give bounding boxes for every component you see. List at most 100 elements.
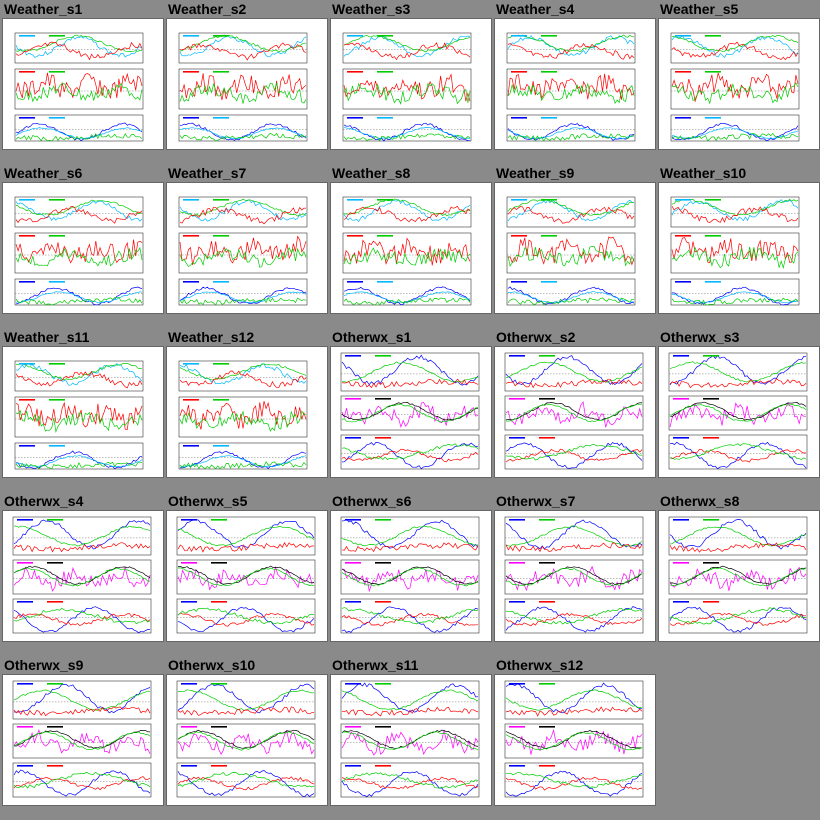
thumbnail-tile[interactable]: Otherwx_s1 (330, 328, 492, 478)
thumbnail-image[interactable] (494, 674, 656, 806)
thumbnail-image[interactable] (166, 346, 328, 478)
thumbnail-tile[interactable]: Weather_s6 (2, 164, 164, 314)
thumbnail-tile[interactable]: Weather_s3 (330, 0, 492, 150)
thumbnail-tile[interactable]: Weather_s7 (166, 164, 328, 314)
thumbnail-tile[interactable]: Weather_s8 (330, 164, 492, 314)
thumbnail-image[interactable] (494, 346, 656, 478)
legend-swatch (703, 355, 719, 357)
thumbnail-tile[interactable]: Weather_s10 (658, 164, 820, 314)
legend-swatch (375, 726, 391, 728)
plot-panel (178, 232, 308, 274)
legend-swatch (375, 765, 391, 767)
plot-panel (670, 68, 800, 110)
thumbnail-tile[interactable]: Weather_s9 (494, 164, 656, 314)
thumbnail-image[interactable] (658, 346, 820, 478)
thumbnail-image[interactable] (2, 510, 164, 642)
legend-swatch (213, 281, 229, 283)
data-trace (15, 239, 143, 264)
thumbnail-tile[interactable]: Otherwx_s6 (330, 492, 492, 642)
legend-swatch (703, 437, 719, 439)
thumbnail-image[interactable] (330, 510, 492, 642)
thumbnail-tile[interactable]: Weather_s4 (494, 0, 656, 150)
data-trace (177, 731, 315, 751)
thumbnail-tile[interactable]: Otherwx_s8 (658, 492, 820, 642)
legend-swatch (49, 399, 65, 401)
data-trace (669, 607, 807, 625)
thumbnail-image[interactable] (2, 346, 164, 478)
data-trace (508, 291, 635, 304)
thumbnail-image[interactable] (166, 510, 328, 642)
thumbnail-tile[interactable]: Otherwx_s4 (2, 492, 164, 642)
thumbnail-image[interactable] (494, 18, 656, 150)
legend-swatch (47, 765, 63, 767)
legend-swatch (509, 562, 525, 564)
thumbnail-tile[interactable]: Weather_s2 (166, 0, 328, 150)
thumbnail-image[interactable] (166, 674, 328, 806)
thumbnail-image[interactable] (494, 182, 656, 314)
legend-swatch (377, 281, 393, 283)
data-trace (505, 442, 643, 469)
legend-swatch (19, 199, 35, 201)
thumbnail-tile[interactable]: Otherwx_s5 (166, 492, 328, 642)
legend-swatch (509, 519, 525, 521)
legend-swatch (181, 562, 197, 564)
thumbnail-title: Weather_s12 (168, 329, 255, 345)
thumbnail-image[interactable] (330, 18, 492, 150)
data-trace (507, 199, 635, 216)
thumbnail-image[interactable] (658, 510, 820, 642)
thumbnail-image[interactable] (494, 510, 656, 642)
data-trace (13, 606, 151, 634)
thumbnail-tile[interactable]: Otherwx_s12 (494, 656, 656, 806)
thumbnail-image[interactable] (166, 18, 328, 150)
data-trace (177, 729, 315, 749)
data-trace (341, 354, 479, 386)
thumbnail-tile[interactable]: Otherwx_s10 (166, 656, 328, 806)
legend-swatch (375, 683, 391, 685)
thumbnail-image[interactable] (658, 182, 820, 314)
data-trace (505, 519, 643, 550)
thumbnail-tile[interactable]: Weather_s5 (658, 0, 820, 150)
plot-panel (14, 278, 144, 306)
legend-swatch (213, 363, 229, 365)
data-trace (177, 772, 315, 788)
legend-swatch (347, 281, 363, 283)
thumbnail-image[interactable] (330, 346, 492, 478)
legend-swatch (539, 519, 555, 521)
data-trace (507, 123, 635, 141)
legend-swatch (183, 117, 199, 119)
data-trace (15, 401, 143, 430)
thumbnail-tile[interactable]: Otherwx_s7 (494, 492, 656, 642)
thumbnail-image[interactable] (166, 182, 328, 314)
data-trace (13, 769, 151, 797)
data-trace (177, 606, 315, 633)
data-trace (343, 82, 471, 105)
data-trace (13, 706, 151, 717)
legend-swatch (675, 35, 691, 37)
thumbnail-tile[interactable]: Otherwx_s2 (494, 328, 656, 478)
legend-swatch (345, 355, 361, 357)
thumbnail-image[interactable] (2, 674, 164, 806)
weather-plot-graphic (342, 196, 472, 306)
thumbnail-tile[interactable]: Otherwx_s11 (330, 656, 492, 806)
weather-plot-graphic (14, 196, 144, 306)
thumbnail-title: Weather_s7 (168, 165, 247, 181)
thumbnail-tile[interactable]: Weather_s12 (166, 328, 328, 478)
legend-swatch (673, 437, 689, 439)
thumbnail-tile[interactable]: Otherwx_s9 (2, 656, 164, 806)
thumbnail-tile[interactable]: Weather_s1 (2, 0, 164, 150)
data-trace (179, 246, 307, 268)
data-trace (343, 73, 471, 102)
thumbnail-image[interactable] (330, 674, 492, 806)
plot-panel (176, 723, 316, 759)
thumbnail-image[interactable] (330, 182, 492, 314)
thumbnail-image[interactable] (2, 182, 164, 314)
thumbnail-tile[interactable]: Otherwx_s3 (658, 328, 820, 478)
data-trace (13, 730, 151, 749)
thumbnail-image[interactable] (2, 18, 164, 150)
data-trace (15, 246, 143, 267)
data-trace (671, 122, 799, 142)
thumbnail-image[interactable] (658, 18, 820, 150)
data-trace (505, 448, 643, 463)
thumbnail-tile[interactable]: Weather_s11 (2, 328, 164, 478)
legend-swatch (345, 519, 361, 521)
